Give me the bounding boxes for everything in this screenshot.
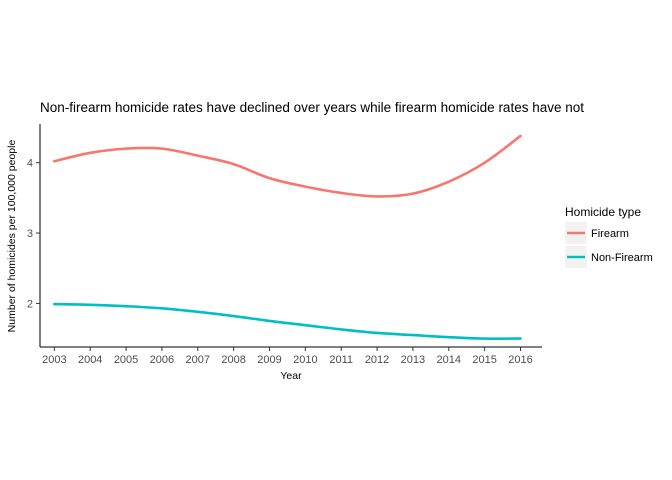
plot-area: 2 3 4 2003 2004 2005 2006 2007 2008 2009 2010 2011…	[27, 124, 542, 366]
series-layer	[53, 134, 522, 340]
x-tick-label: 2010	[293, 354, 317, 366]
y-tick-label: 2	[27, 298, 33, 310]
x-tick-label: 2004	[78, 354, 102, 366]
x-tick-label: 2005	[114, 354, 138, 366]
legend-label: Non-Firearm	[591, 252, 653, 264]
legend-item: Non-Firearm	[565, 246, 653, 268]
x-tick-label: 2009	[257, 354, 281, 366]
y-tick-label: 3	[27, 228, 33, 240]
legend-item: Firearm	[565, 222, 629, 244]
x-tick-label: 2006	[150, 354, 174, 366]
x-axis-title: Year	[280, 370, 302, 382]
x-tick-label: 2013	[401, 354, 425, 366]
legend-label: Firearm	[591, 228, 629, 240]
x-axis-ticks: 2003 2004 2005 2006 2007 2008 2009 2010 2011 2012…	[42, 347, 533, 366]
y-axis-title: Number of homicides per 100,000 people	[6, 140, 18, 333]
x-tick-label: 2008	[221, 354, 245, 366]
y-axis-ticks: 2 3 4	[27, 158, 40, 310]
x-tick-label: 2007	[186, 354, 210, 366]
legend: Homicide type Firearm Non-Firearm	[565, 205, 653, 268]
series-line-non-firearm	[53, 302, 522, 340]
y-tick-label: 4	[27, 158, 33, 170]
x-tick-label: 2011	[329, 354, 353, 366]
x-tick-label: 2016	[508, 354, 532, 366]
x-tick-label: 2015	[472, 354, 496, 366]
x-tick-label: 2014	[437, 354, 461, 366]
chart-title: Non-firearm homicide rates have declined…	[40, 100, 584, 115]
x-tick-label: 2003	[42, 354, 66, 366]
legend-items: Firearm Non-Firearm	[565, 222, 653, 268]
legend-title: Homicide type	[565, 205, 641, 219]
x-tick-label: 2012	[365, 354, 389, 366]
series-line-firearm	[53, 134, 522, 198]
